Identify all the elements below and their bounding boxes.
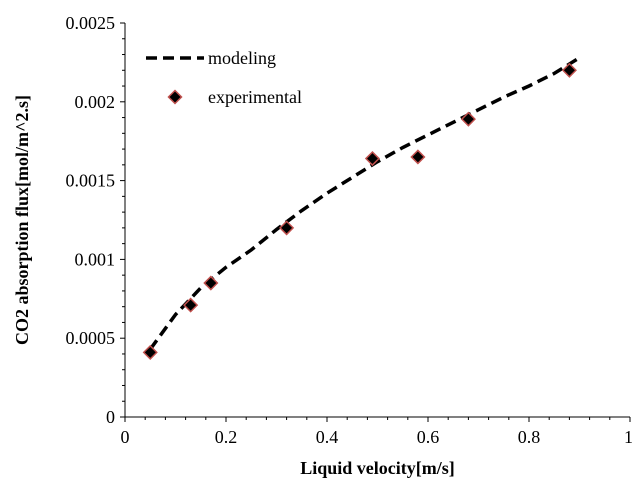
experimental-point [203, 275, 219, 291]
experimental-point [279, 220, 295, 236]
axes: 0 0.0005 0.001 0.0015 0.002 0.0025 0 0.2 0.4 0.6 0… [66, 13, 633, 447]
experimental-point [364, 150, 381, 167]
modeling-curve-layer [148, 56, 581, 351]
experimental-point [142, 344, 158, 360]
x-tick-label: 0.2 [215, 427, 238, 447]
experimental-point [561, 62, 577, 78]
experimental-point [460, 111, 476, 127]
x-tick-label: 0.6 [417, 427, 440, 447]
y-axis-title: CO2 absorption flux[mol/m^2.s] [12, 95, 32, 345]
legend-experimental-swatch [167, 89, 183, 105]
x-tick-label: 0 [121, 427, 130, 447]
legend: modeling experimental [146, 48, 302, 107]
y-tick-label: 0.0025 [66, 13, 116, 33]
experimental-point [410, 149, 426, 165]
y-tick-label: 0 [106, 407, 115, 427]
modeling-curve [148, 56, 581, 351]
x-axis-title: Liquid velocity[m/s] [300, 458, 455, 478]
y-tick-label: 0.0005 [66, 328, 116, 348]
experimental-points-layer [142, 62, 577, 360]
y-tick-label: 0.002 [75, 92, 116, 112]
y-tick-label: 0.0015 [66, 171, 116, 191]
x-tick-label: 1 [624, 427, 633, 447]
y-tick-label: 0.001 [75, 249, 116, 269]
x-tick-label: 0.4 [316, 427, 339, 447]
legend-modeling-label: modeling [208, 48, 276, 68]
legend-experimental-label: experimental [208, 87, 302, 107]
x-tick-label: 0.8 [518, 427, 541, 447]
experimental-point [183, 297, 199, 313]
